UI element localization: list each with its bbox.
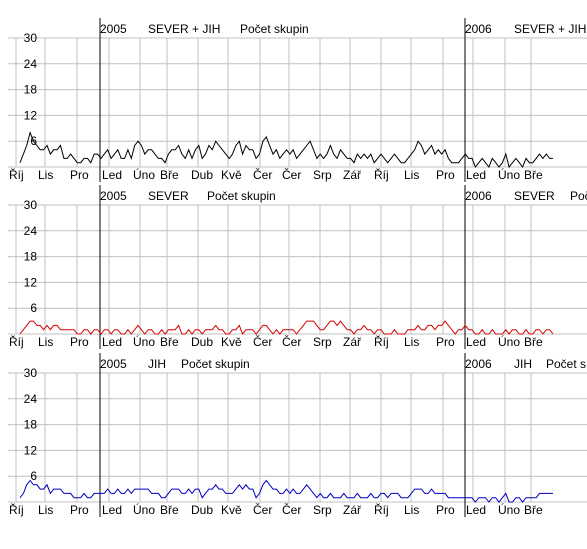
chart-title-metric-2: Počet skupin	[570, 189, 587, 203]
y-tick-label: 12	[24, 275, 38, 289]
x-tick-label: Čer	[253, 167, 272, 182]
y-tick-label: 30	[24, 31, 38, 45]
x-tick-label: Bře	[524, 503, 543, 517]
x-tick-label: Úno	[498, 502, 520, 517]
chart-title-year-2: 2006	[465, 22, 492, 36]
x-tick-label: Led	[466, 503, 486, 517]
x-tick-label: Říj	[9, 334, 24, 349]
x-tick-label: Dub	[191, 335, 213, 349]
chart-title-year: 2005	[100, 357, 127, 371]
x-tick-label: Dub	[191, 168, 213, 182]
x-tick-label: Led	[102, 335, 122, 349]
y-tick-label: 18	[24, 418, 38, 432]
x-tick-label: Úno	[498, 167, 520, 182]
x-tick-label: Bře	[160, 503, 179, 517]
y-tick-label: 24	[24, 392, 38, 406]
chart-title-year-2: 2006	[465, 357, 492, 371]
series-line	[19, 479, 553, 503]
x-tick-label: Pro	[70, 335, 89, 349]
x-tick-label: Zář	[343, 503, 362, 517]
x-tick-label: Led	[102, 168, 122, 182]
x-tick-label: Říj	[9, 167, 24, 182]
y-tick-label: 6	[30, 301, 37, 315]
chart-title-metric: Počet skupin	[181, 357, 250, 371]
x-tick-label: Zář	[343, 335, 362, 349]
x-tick-label: Srp	[313, 503, 332, 517]
x-tick-label: Úno	[133, 502, 155, 517]
y-tick-label: 30	[24, 198, 38, 212]
chart-title-year-2: 2006	[465, 189, 492, 203]
x-tick-label: Srp	[313, 168, 332, 182]
y-tick-label: 30	[24, 366, 38, 380]
chart-title-metric-2: Počet s	[546, 357, 586, 371]
x-tick-label: Led	[466, 168, 486, 182]
series-line	[19, 130, 553, 169]
x-tick-label: Kvě	[221, 168, 242, 182]
x-tick-label: Pro	[70, 168, 89, 182]
x-tick-label: Pro	[436, 335, 455, 349]
x-tick-label: Led	[466, 335, 486, 349]
x-tick-label: Úno	[133, 167, 155, 182]
y-tick-label: 18	[24, 83, 38, 97]
x-tick-label: Bře	[524, 335, 543, 349]
x-tick-label: Lis	[38, 168, 53, 182]
x-tick-label: Říj	[374, 167, 389, 182]
chart-title-region-2: SEVER + JIH	[514, 22, 586, 36]
x-tick-label: Zář	[343, 168, 362, 182]
x-tick-label: Lis	[404, 168, 419, 182]
x-tick-label: Lis	[38, 503, 53, 517]
y-tick-label: 24	[24, 57, 38, 71]
y-tick-label: 24	[24, 224, 38, 238]
y-tick-label: 12	[24, 443, 38, 457]
y-tick-label: 18	[24, 250, 38, 264]
x-tick-label: Bře	[160, 168, 179, 182]
x-tick-label: Říj	[374, 502, 389, 517]
y-tick-label: 6	[30, 469, 37, 483]
x-tick-label: Čer	[282, 167, 301, 182]
x-tick-label: Lis	[404, 503, 419, 517]
x-tick-label: Říj	[374, 334, 389, 349]
x-tick-label: Lis	[404, 335, 419, 349]
chart-title-region: SEVER	[148, 189, 189, 203]
chart-title-year: 2005	[100, 189, 127, 203]
x-tick-label: Pro	[436, 168, 455, 182]
x-tick-label: Pro	[70, 503, 89, 517]
y-tick-label: 12	[24, 108, 38, 122]
x-tick-label: Lis	[38, 335, 53, 349]
x-tick-label: Úno	[498, 334, 520, 349]
x-tick-label: Led	[102, 503, 122, 517]
chart-title-region-2: JIH	[514, 357, 532, 371]
series-line	[19, 320, 554, 335]
x-tick-label: Čer	[282, 502, 301, 517]
x-tick-label: Čer	[253, 502, 272, 517]
x-tick-label: Čer	[282, 334, 301, 349]
chart-title-metric: Počet skupin	[207, 189, 276, 203]
x-tick-label: Kvě	[221, 335, 242, 349]
x-tick-label: Kvě	[221, 503, 242, 517]
chart-title-region: SEVER + JIH	[148, 22, 220, 36]
x-tick-label: Bře	[524, 168, 543, 182]
x-tick-label: Bře	[160, 335, 179, 349]
x-tick-label: Čer	[253, 334, 272, 349]
chart-title-metric: Počet skupin	[240, 22, 309, 36]
x-tick-label: Pro	[436, 503, 455, 517]
chart-title-region-2: SEVER	[514, 189, 555, 203]
x-tick-label: Dub	[191, 503, 213, 517]
x-tick-label: Srp	[313, 335, 332, 349]
x-tick-label: Úno	[133, 334, 155, 349]
chart-title-region: JIH	[148, 357, 166, 371]
x-tick-label: Říj	[9, 502, 24, 517]
chart-title-year: 2005	[100, 22, 127, 36]
